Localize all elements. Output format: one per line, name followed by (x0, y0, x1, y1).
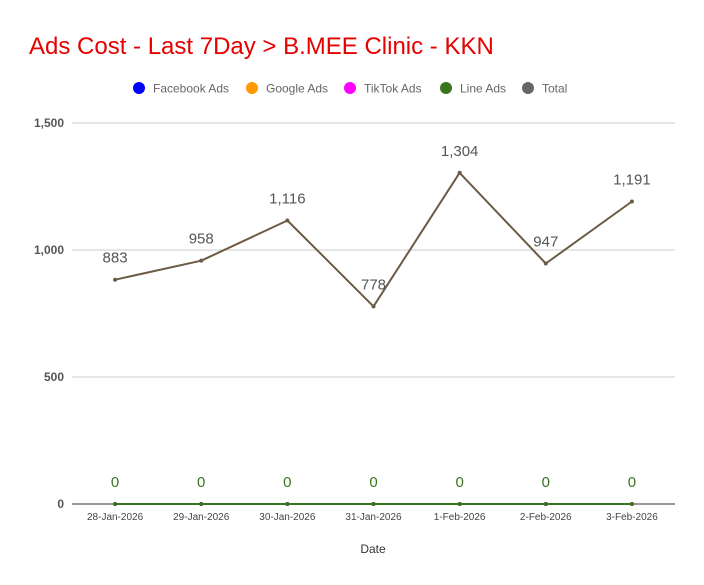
legend-swatch (246, 82, 258, 94)
legend: Facebook Ads Google Ads TikTok Ads Line Ads… (133, 82, 567, 96)
x-axis-label: Date (360, 542, 386, 556)
y-tick-label: 0 (57, 497, 64, 511)
data-point (457, 170, 462, 175)
legend-swatch (522, 82, 534, 94)
data-point (629, 502, 634, 506)
data-label: 0 (369, 474, 377, 491)
x-tick-label: 31-Jan-2026 (345, 512, 402, 523)
data-point (285, 218, 290, 223)
legend-entry: Total (542, 82, 567, 96)
y-tick-label: 1,500 (34, 116, 64, 130)
data-point (285, 502, 290, 506)
x-tick-label: 3-Feb-2026 (606, 512, 658, 523)
x-tick-label: 28-Jan-2026 (87, 512, 144, 523)
data-label: 1,304 (441, 143, 479, 160)
data-point (543, 502, 548, 506)
y-tick-label: 1,000 (34, 243, 64, 257)
x-tick-label: 1-Feb-2026 (434, 512, 486, 523)
data-point (543, 261, 548, 266)
data-label: 778 (361, 276, 386, 293)
legend-entry: TikTok Ads (364, 82, 422, 96)
data-point (371, 502, 376, 506)
data-label: 883 (103, 250, 128, 267)
legend-entry: Google Ads (266, 82, 328, 96)
data-point (113, 277, 118, 282)
data-label: 947 (533, 233, 558, 250)
y-tick-label: 500 (44, 370, 64, 384)
gridlines (72, 122, 675, 378)
data-point (457, 502, 462, 506)
data-point (113, 502, 118, 506)
data-label: 0 (542, 474, 550, 491)
data-labels: 0 0 0 0 0 0 0 883 958 1,116 778 1,304 947 1,191 (103, 143, 651, 491)
data-point (199, 502, 204, 506)
data-label: 0 (283, 474, 291, 491)
y-axis: 0 500 1,000 1,500 (34, 116, 64, 511)
legend-swatch (344, 82, 356, 94)
chart-title: Ads Cost - Last 7Day > B.MEE Clinic - KK… (29, 33, 494, 60)
data-label: 958 (189, 231, 214, 248)
x-tick-label: 2-Feb-2026 (520, 512, 572, 523)
legend-swatch (440, 82, 452, 94)
series-layer (113, 170, 634, 506)
data-label: 1,116 (269, 191, 305, 208)
data-label: 0 (628, 474, 636, 491)
data-label: 0 (111, 474, 119, 491)
data-point (371, 304, 376, 309)
data-label: 0 (455, 474, 463, 491)
data-label: 0 (197, 474, 205, 491)
data-label: 1,191 (613, 171, 651, 188)
x-axis: 28-Jan-2026 29-Jan-2026 30-Jan-2026 31-Jan-… (72, 503, 675, 523)
x-tick-label: 29-Jan-2026 (173, 512, 230, 523)
data-point (199, 258, 204, 263)
x-tick-label: 30-Jan-2026 (259, 512, 316, 523)
legend-swatch (133, 82, 145, 94)
legend-entry: Facebook Ads (153, 82, 229, 96)
data-point (629, 199, 634, 204)
legend-entry: Line Ads (460, 82, 506, 96)
